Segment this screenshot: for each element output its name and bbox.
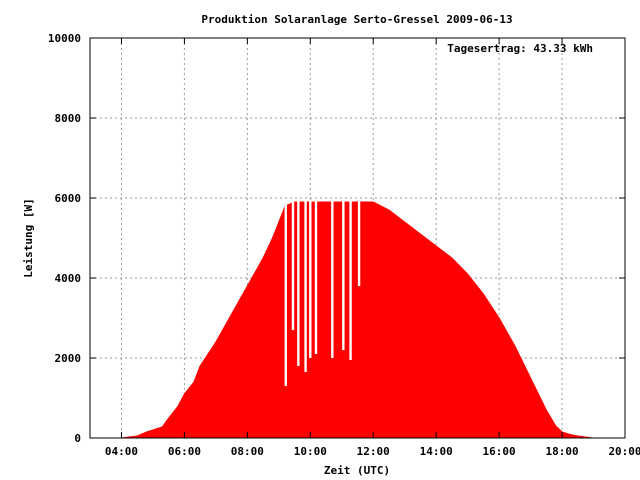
production-dip — [331, 200, 334, 358]
x-tick-label: 18:00 — [545, 445, 578, 458]
production-dip — [309, 200, 312, 358]
production-dip — [342, 200, 345, 350]
y-axis-label: Leistung [W] — [22, 198, 35, 277]
x-tick-label: 08:00 — [231, 445, 264, 458]
production-area — [121, 201, 594, 439]
y-tick-label: 2000 — [55, 352, 82, 365]
y-tick-label: 0 — [74, 432, 81, 445]
production-dip — [304, 200, 307, 372]
y-tick-label: 6000 — [55, 192, 82, 205]
x-tick-label: 04:00 — [105, 445, 138, 458]
x-tick-label: 20:00 — [608, 445, 640, 458]
production-dip — [284, 200, 287, 386]
x-axis-ticks: 04:00 06:00 08:00 10:00 12:00 14:00 16:00 18:00… — [105, 38, 640, 458]
data-area — [121, 201, 594, 439]
x-tick-label: 16:00 — [483, 445, 516, 458]
x-axis-label: Zeit (UTC) — [324, 464, 390, 477]
x-tick-label: 10:00 — [294, 445, 327, 458]
x-tick-label: 14:00 — [420, 445, 453, 458]
production-dip — [314, 200, 318, 354]
y-tick-label: 4000 — [55, 272, 82, 285]
y-tick-label: 10000 — [48, 32, 81, 45]
production-dip — [291, 200, 295, 330]
production-dip — [357, 200, 361, 286]
plot-frame — [89, 37, 626, 439]
daily-yield-annotation: Tagesertrag: 43.33 kWh — [447, 42, 593, 55]
x-tick-label: 12:00 — [357, 445, 390, 458]
production-dip — [349, 200, 352, 360]
y-tick-label: 8000 — [55, 112, 82, 125]
chart-title: Produktion Solaranlage Serto-Gressel 200… — [201, 13, 512, 26]
y-axis-ticks: 0 2000 4000 6000 8000 10000 — [48, 32, 625, 445]
data-dips — [284, 200, 361, 386]
production-dip — [297, 200, 300, 366]
x-tick-label: 06:00 — [168, 445, 201, 458]
